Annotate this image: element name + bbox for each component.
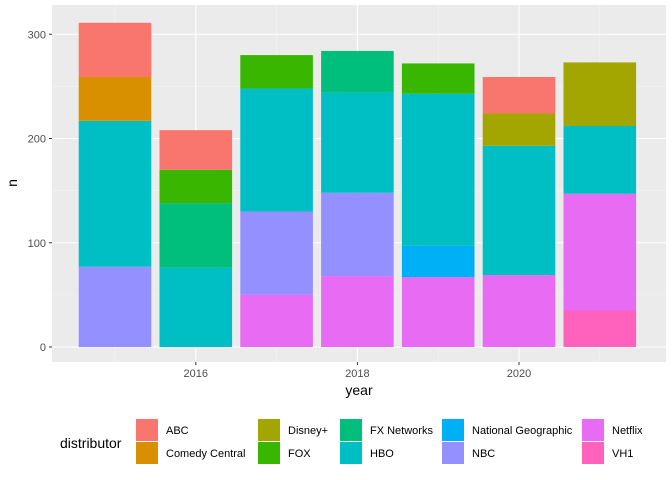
legend-label: HBO	[370, 448, 394, 460]
bar-segment	[563, 310, 637, 347]
x-tick-label: 2020	[507, 368, 531, 380]
bar-segment	[401, 245, 475, 278]
bar-segment	[563, 193, 637, 311]
x-axis-title: year	[345, 382, 373, 398]
legend: distributor ABC Comedy Central Disney+ FOX F…	[60, 419, 643, 464]
x-axis-ticks: 2016 2018 2020	[184, 362, 531, 380]
bar-segment	[78, 22, 152, 77]
y-axis-title: n	[4, 179, 20, 187]
legend-swatch	[258, 419, 280, 441]
bar-segment	[159, 169, 233, 204]
legend-swatch	[582, 419, 604, 441]
bar-segment	[401, 277, 475, 347]
legend-swatch	[442, 442, 464, 464]
legend-label: FX Networks	[370, 425, 433, 437]
bar-segment	[321, 92, 394, 193]
legend-label: ABC	[166, 425, 189, 437]
legend-label: National Geographic	[472, 425, 573, 437]
legend-label: Disney+	[288, 425, 328, 437]
bar-segment	[401, 63, 475, 94]
legend-label: FOX	[288, 448, 311, 460]
legend-label: NBC	[472, 448, 495, 460]
bars	[78, 22, 637, 348]
bar-segment	[78, 266, 152, 347]
bar-segment	[563, 62, 637, 126]
bar-segment	[78, 76, 152, 121]
bar-segment	[321, 192, 394, 277]
bar-segment	[401, 93, 475, 246]
bar-segment	[482, 113, 556, 146]
y-tick-label: 300	[28, 29, 46, 41]
legend-label: Netflix	[612, 425, 643, 437]
bar-segment	[482, 76, 556, 114]
bar-segment	[563, 125, 637, 194]
bar-segment	[159, 267, 233, 347]
bar-segment	[321, 276, 394, 347]
legend-swatch	[340, 419, 362, 441]
legend-swatch	[442, 419, 464, 441]
legend-label: Comedy Central	[166, 448, 245, 460]
bar-segment	[159, 203, 233, 268]
bar-segment	[321, 50, 394, 93]
x-tick-label: 2016	[184, 368, 208, 380]
bar-segment	[240, 294, 313, 348]
y-tick-label: 200	[28, 134, 46, 146]
x-tick-label: 2018	[345, 368, 369, 380]
bar-segment	[78, 120, 152, 267]
legend-title: distributor	[60, 435, 122, 451]
legend-swatch	[136, 419, 158, 441]
legend-label: VH1	[612, 448, 633, 460]
bar-segment	[159, 130, 233, 170]
legend-swatch	[340, 442, 362, 464]
y-tick-label: 0	[40, 342, 46, 354]
bar-segment	[482, 145, 556, 276]
y-tick-label: 100	[28, 238, 46, 250]
bar-segment	[240, 88, 313, 212]
bar-segment	[482, 275, 556, 347]
legend-swatch	[258, 442, 280, 464]
legend-swatch	[582, 442, 604, 464]
y-axis-ticks: 0 100 200 300	[28, 29, 52, 354]
bar-segment	[240, 55, 313, 89]
legend-swatch	[136, 442, 158, 464]
bar-segment	[240, 211, 313, 295]
